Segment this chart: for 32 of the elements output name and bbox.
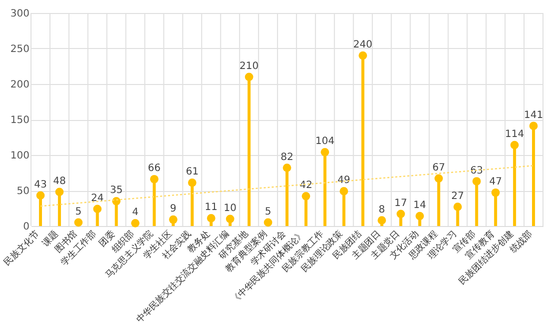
data-label: 114 [505, 129, 524, 140]
data-label: 5 [75, 206, 82, 218]
y-tick-label: 100 [10, 150, 30, 162]
y-tick-label: 250 [10, 44, 30, 55]
data-label: 104 [315, 136, 334, 148]
y-tick-label: 50 [16, 186, 30, 197]
data-label: 42 [300, 180, 312, 192]
data-label: 43 [34, 179, 47, 190]
y-tick-label: 150 [10, 115, 30, 126]
data-label: 5 [264, 206, 272, 218]
data-label: 27 [451, 190, 464, 202]
data-label: 4 [132, 207, 138, 218]
data-label: 48 [53, 176, 66, 187]
data-label: 49 [338, 175, 350, 186]
data-label: 240 [353, 40, 372, 51]
data-label: 24 [91, 192, 104, 204]
data-label: 9 [170, 204, 176, 215]
data-label: 17 [394, 198, 408, 209]
data-label: 11 [204, 202, 218, 214]
y-tick-label: 300 [10, 8, 30, 20]
data-label: 141 [524, 110, 544, 121]
data-label: 47 [489, 176, 502, 188]
data-label: 67 [432, 162, 446, 174]
data-label: 210 [240, 60, 259, 72]
data-label: 82 [280, 152, 294, 163]
data-label: 35 [110, 185, 123, 196]
data-label: 14 [413, 200, 426, 212]
y-tick-label: 200 [10, 80, 30, 90]
data-label: 61 [186, 166, 199, 178]
data-label: 10 [224, 202, 236, 214]
data-label: 8 [378, 204, 385, 216]
data-label: 66 [148, 163, 161, 174]
